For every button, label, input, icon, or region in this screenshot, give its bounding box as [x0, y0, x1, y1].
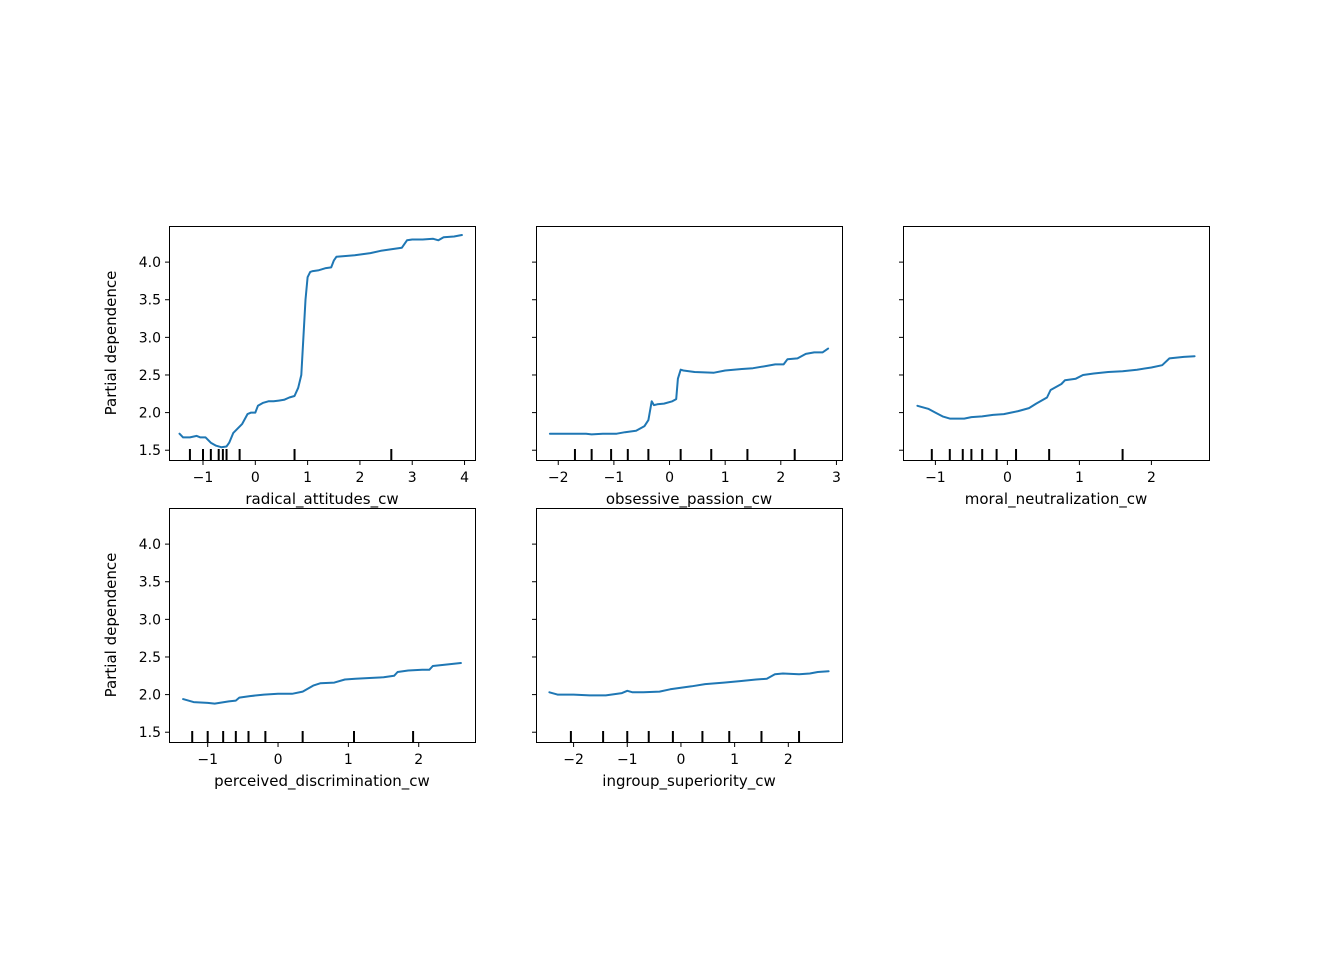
x-tick-label: 2	[414, 752, 423, 768]
x-tick-label: 1	[344, 752, 353, 768]
x-axis-label: moral_neutralization_cw	[965, 490, 1147, 509]
subplot-4: −1 0 1 2 1.5 2.0 2.5 3.0 3.5 4.0 perceived_discrim…	[102, 508, 476, 791]
plot-frame	[536, 226, 843, 461]
plot-frame	[169, 508, 476, 743]
y-tick-label: 3.5	[139, 575, 161, 591]
y-tick-label: 2.5	[139, 368, 161, 384]
x-tick-label: 1	[721, 470, 730, 486]
y-tick-label: 3.5	[139, 293, 161, 309]
x-tick-label: −2	[548, 470, 569, 486]
y-axis-label: Partial dependence	[102, 553, 120, 698]
x-tick-label: 3	[832, 470, 841, 486]
y-tick-label: 4.0	[139, 537, 161, 553]
pd-line-perceived-discrimination-cw	[182, 662, 462, 705]
y-tick-label: 3.0	[139, 330, 161, 346]
y-tick-label: 4.0	[139, 255, 161, 271]
x-axis-label: perceived_discrimination_cw	[214, 772, 430, 791]
plot-frame	[169, 226, 476, 461]
pd-line-ingroup-superiority-cw	[548, 670, 830, 697]
x-tick-label: 0	[251, 470, 260, 486]
x-tick-label: 0	[665, 470, 674, 486]
y-tick-label: 2.5	[139, 650, 161, 666]
pd-line-radical-attitudes-cw	[178, 234, 463, 449]
x-tick-label: −1	[197, 752, 218, 768]
x-tick-label: 2	[1147, 470, 1156, 486]
x-tick-label: 2	[776, 470, 785, 486]
x-axis-label: ingroup_superiority_cw	[602, 772, 775, 791]
x-axis-label: obsessive_passion_cw	[606, 490, 772, 509]
x-tick-label: −1	[193, 470, 214, 486]
x-tick-label: 4	[460, 470, 469, 486]
x-tick-label: 3	[408, 470, 417, 486]
x-tick-label: 1	[1075, 470, 1084, 486]
x-axis-label: radical_attitudes_cw	[245, 490, 398, 509]
plot-frame	[536, 508, 843, 743]
y-tick-label: 3.0	[139, 612, 161, 628]
subplot-2: −2 −1 0 1 2 3 obsessive_passion_cw	[532, 226, 843, 509]
y-axis-label: Partial dependence	[102, 271, 120, 416]
y-tick-label: 2.0	[139, 406, 161, 422]
y-tick-label: 2.0	[139, 688, 161, 704]
x-tick-label: 2	[784, 752, 793, 768]
pd-line-moral-neutralization-cw	[916, 355, 1196, 420]
pd-line-obsessive-passion-cw	[548, 347, 830, 436]
subplot-5: −2 −1 0 1 2 ingroup_superiority_cw	[532, 508, 843, 791]
y-tick-label: 1.5	[139, 725, 161, 741]
plot-frame	[903, 226, 1210, 461]
x-tick-label: 0	[274, 752, 283, 768]
x-tick-label: 1	[730, 752, 739, 768]
x-tick-label: 2	[355, 470, 364, 486]
x-tick-label: −1	[604, 470, 625, 486]
y-tick-label: 1.5	[139, 443, 161, 459]
x-tick-label: −1	[617, 752, 638, 768]
subplot-1: −1 0 1 2 3 4 1.5 2.0 2.5 3.0 3.5 4.0 radical_attitud…	[102, 226, 476, 509]
x-tick-label: −1	[925, 470, 946, 486]
x-tick-label: 1	[303, 470, 312, 486]
x-tick-label: 0	[1003, 470, 1012, 486]
x-tick-label: 0	[676, 752, 685, 768]
x-tick-label: −2	[563, 752, 584, 768]
